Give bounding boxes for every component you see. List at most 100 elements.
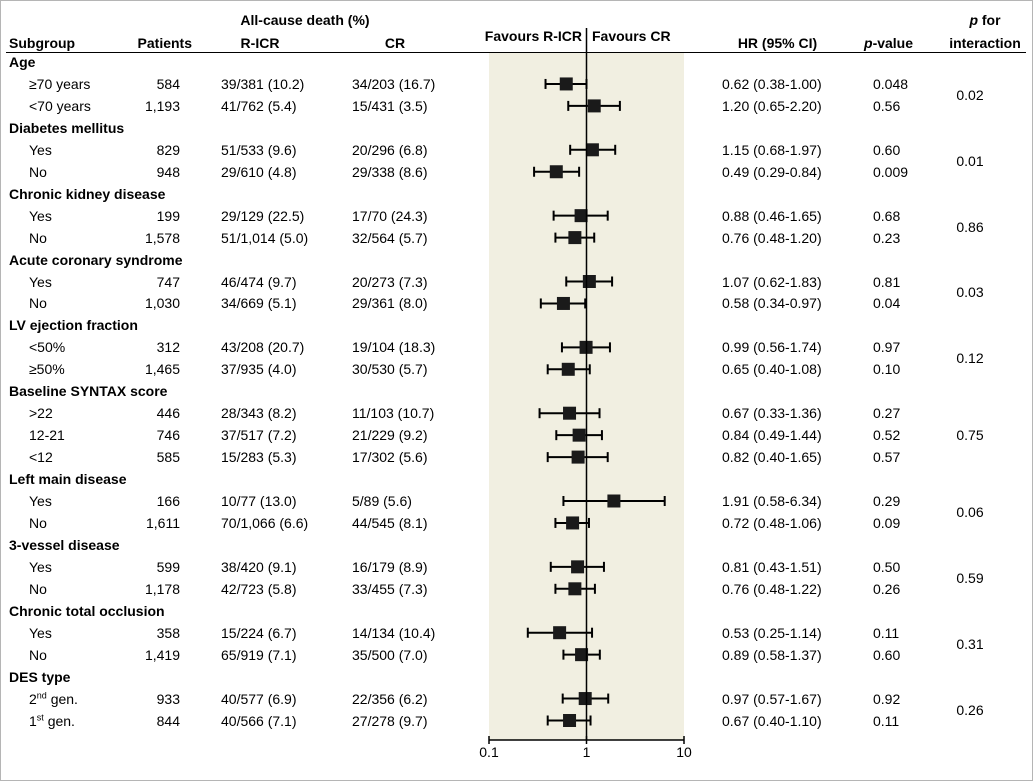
header-patients: Patients <box>137 35 192 51</box>
row-label-text: No <box>29 514 47 531</box>
row-cr-deaths: 14/134 (10.4) <box>352 624 436 641</box>
row-p-value: 0.11 <box>873 712 900 729</box>
row-label-text: Yes <box>29 558 52 575</box>
row-label-text: Yes <box>29 141 52 158</box>
row-hr-ci: 1.20 (0.65-2.20) <box>722 97 822 114</box>
row-label: No <box>29 295 47 311</box>
row-patients: 829 <box>156 141 180 158</box>
row-label-superscript: nd <box>36 689 47 700</box>
row-label: >22 <box>29 405 53 421</box>
row-label: Yes <box>29 142 52 158</box>
row-p-value: 0.97 <box>873 339 901 356</box>
row-hr-ci: 0.99 (0.56-1.74) <box>722 339 822 356</box>
header-subgroup: Subgroup <box>9 35 76 51</box>
row-label: Yes <box>29 274 52 290</box>
row-p-value: 0.27 <box>873 405 901 422</box>
row-patients: 446 <box>156 405 180 422</box>
row-ricr-deaths: 43/208 (20.7) <box>221 339 305 356</box>
row-p-value: 0.81 <box>873 273 901 290</box>
row-ricr-deaths: 15/224 (6.7) <box>221 624 297 641</box>
row-hr-ci: 1.07 (0.62-1.83) <box>722 273 822 290</box>
row-patients: 358 <box>156 624 180 641</box>
row-patients: 312 <box>156 339 180 356</box>
row-label: <50% <box>29 339 65 355</box>
row-ricr-deaths: 40/577 (6.9) <box>221 690 297 707</box>
row-cr-deaths: 44/545 (8.1) <box>352 514 428 531</box>
row-ricr-deaths: 65/919 (7.1) <box>221 646 297 663</box>
row-label: No <box>29 230 47 246</box>
row-p-value: 0.29 <box>873 493 901 509</box>
row-patients: 1,178 <box>144 580 180 597</box>
row-ricr-deaths: 34/669 (5.1) <box>221 295 297 312</box>
row-label: Yes <box>29 208 52 224</box>
row-p-value: 0.60 <box>873 141 901 158</box>
hr-point <box>575 648 589 662</box>
group-label: 3-vessel disease <box>9 536 120 553</box>
row-label: Yes <box>29 625 52 641</box>
row-hr-ci: 0.82 (0.40-1.65) <box>722 449 822 466</box>
row-hr-ci: 0.76 (0.48-1.22) <box>722 580 822 597</box>
group-p-interaction: 0.86 <box>956 218 984 235</box>
group-p-interaction: 0.03 <box>956 284 984 301</box>
group-p-interaction: 0.02 <box>956 86 984 103</box>
row-label-text: 12-21 <box>29 427 65 444</box>
hr-point <box>587 99 601 113</box>
row-label-text: Yes <box>29 273 52 290</box>
row-ricr-deaths: 51/533 (9.6) <box>221 141 297 158</box>
group-label: Left main disease <box>9 471 127 488</box>
row-hr-ci: 1.15 (0.68-1.97) <box>722 141 822 158</box>
hr-point <box>571 560 585 574</box>
row-patients: 199 <box>156 207 180 224</box>
row-label-text: No <box>29 295 47 312</box>
row-ricr-deaths: 29/610 (4.8) <box>221 163 297 180</box>
row-hr-ci: 0.81 (0.43-1.51) <box>722 558 822 575</box>
row-p-value: 0.048 <box>873 75 909 92</box>
header-cr: CR <box>384 35 406 51</box>
row-p-value: 0.52 <box>873 427 901 444</box>
row-hr-ci: 0.76 (0.48-1.20) <box>722 229 822 246</box>
group-p-interaction: 0.75 <box>956 427 984 444</box>
row-ricr-deaths: 70/1,066 (6.6) <box>221 514 309 531</box>
hr-point <box>563 714 577 727</box>
row-hr-ci: 1.91 (0.58-6.34) <box>722 493 822 509</box>
row-p-value: 0.10 <box>873 361 901 378</box>
row-label-suffix: gen. <box>46 690 78 707</box>
header-rule <box>6 52 1026 53</box>
x-tick-label: 10 <box>676 744 692 760</box>
row-label: 2nd gen. <box>29 689 78 707</box>
row-hr-ci: 0.53 (0.25-1.14) <box>722 624 822 641</box>
hr-point <box>578 692 592 706</box>
row-patients: 746 <box>156 427 180 444</box>
row-patients: 166 <box>156 493 180 509</box>
header-favours-cr: Favours CR <box>592 28 671 44</box>
row-label-text: No <box>29 646 47 663</box>
header-p-value: p-value <box>864 35 913 51</box>
row-cr-deaths: 30/530 (5.7) <box>352 361 428 378</box>
row-cr-deaths: 21/229 (9.2) <box>352 427 428 444</box>
row-patients: 948 <box>156 163 180 180</box>
row-label-text: No <box>29 229 47 246</box>
hr-point <box>568 231 582 245</box>
row-ricr-deaths: 10/77 (13.0) <box>221 493 297 509</box>
row-cr-deaths: 27/278 (9.7) <box>352 712 428 729</box>
row-ricr-deaths: 38/420 (9.1) <box>221 558 297 575</box>
row-patients: 747 <box>156 273 180 290</box>
row-patients: 585 <box>156 449 180 466</box>
row-hr-ci: 0.62 (0.38-1.00) <box>722 75 822 92</box>
group-label: DES type <box>9 668 71 685</box>
row-p-value: 0.50 <box>873 558 901 575</box>
row-cr-deaths: 22/356 (6.2) <box>352 690 428 707</box>
row-p-value: 0.11 <box>873 624 900 641</box>
header-ricr: R-ICR <box>240 35 280 51</box>
row-hr-ci: 0.67 (0.40-1.10) <box>722 712 822 729</box>
row-ricr-deaths: 29/129 (22.5) <box>221 207 305 224</box>
row-ricr-deaths: 39/381 (10.2) <box>221 75 305 92</box>
row-patients: 599 <box>156 558 180 575</box>
row-hr-ci: 0.72 (0.48-1.06) <box>722 514 822 531</box>
hr-point <box>572 428 586 442</box>
row-p-value: 0.009 <box>873 163 909 180</box>
group-label: LV ejection fraction <box>9 317 138 334</box>
row-label: <70 years <box>29 98 91 114</box>
row-label: Yes <box>29 559 52 575</box>
row-label-text: 2 <box>29 690 37 707</box>
